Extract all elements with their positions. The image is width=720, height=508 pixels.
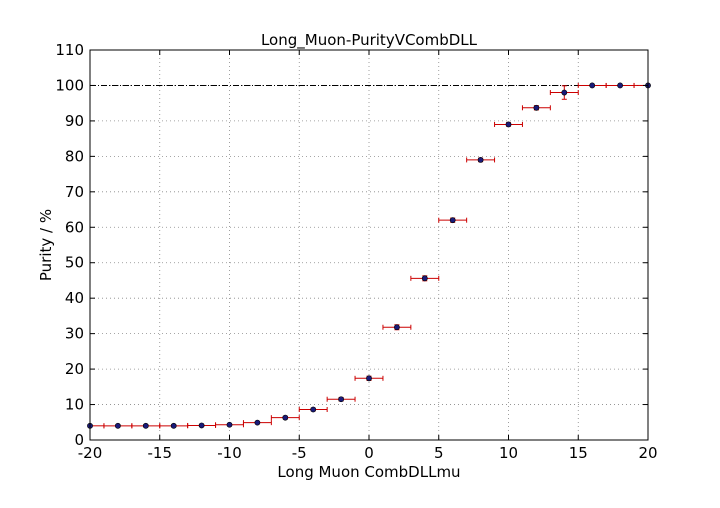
data-point [338, 396, 344, 403]
data-point [533, 104, 540, 111]
data-point [170, 422, 177, 429]
x-tick-label: -15 [148, 444, 173, 462]
y-axis-label: Purity / % [37, 209, 55, 281]
data-point [366, 375, 372, 382]
data-point [505, 121, 512, 128]
y-tick-label: 50 [65, 254, 84, 272]
marker-layer [87, 82, 651, 429]
data-point [477, 157, 484, 163]
x-tick-label: 20 [638, 444, 657, 462]
y-tick-label: 100 [55, 76, 84, 94]
x-tick-label: -5 [292, 444, 307, 462]
x-tick-label: 10 [499, 444, 518, 462]
y-tick-label: 70 [65, 183, 84, 201]
y-tick-label: 30 [65, 325, 84, 343]
x-axis-label: Long Muon CombDLLmu [277, 463, 460, 481]
data-point [310, 406, 317, 413]
y-tick-label: 0 [74, 431, 84, 449]
y-tick-label: 90 [65, 112, 84, 130]
data-point [226, 421, 233, 428]
data-point [115, 422, 121, 429]
plot-frame [89, 49, 649, 441]
x-tick-label: 5 [434, 444, 444, 462]
data-point [254, 419, 261, 426]
data-point [449, 217, 456, 224]
data-point [198, 422, 205, 429]
x-ticks: -20 -15 -10 -5 0 5 10 15 20 [78, 50, 658, 462]
y-tick-label: 10 [65, 396, 84, 414]
y-tick-label: 110 [55, 41, 84, 59]
y-ticks: 0 10 20 30 40 50 60 70 80 90 100 110 [55, 41, 648, 449]
data-point [142, 422, 149, 429]
data-point [421, 275, 428, 282]
chart-title: Long_Muon-PurityVCombDLL [261, 31, 478, 50]
x-tick-label: 15 [569, 444, 588, 462]
y-tick-label: 80 [65, 147, 84, 165]
x-tick-label: -10 [217, 444, 242, 462]
y-tick-label: 60 [65, 218, 84, 236]
grid [89, 49, 649, 441]
y-tick-label: 20 [65, 360, 84, 378]
y-tick-label: 40 [65, 289, 84, 307]
data-point [617, 82, 623, 89]
data-point [561, 89, 568, 96]
x-tick-label: -20 [78, 444, 103, 462]
data-point [282, 414, 289, 421]
data-point [393, 324, 400, 331]
data-point [589, 82, 596, 89]
x-tick-label: 0 [364, 444, 374, 462]
